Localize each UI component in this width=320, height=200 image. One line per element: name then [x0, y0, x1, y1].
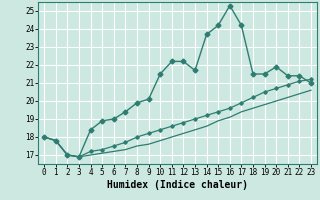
X-axis label: Humidex (Indice chaleur): Humidex (Indice chaleur): [107, 180, 248, 190]
